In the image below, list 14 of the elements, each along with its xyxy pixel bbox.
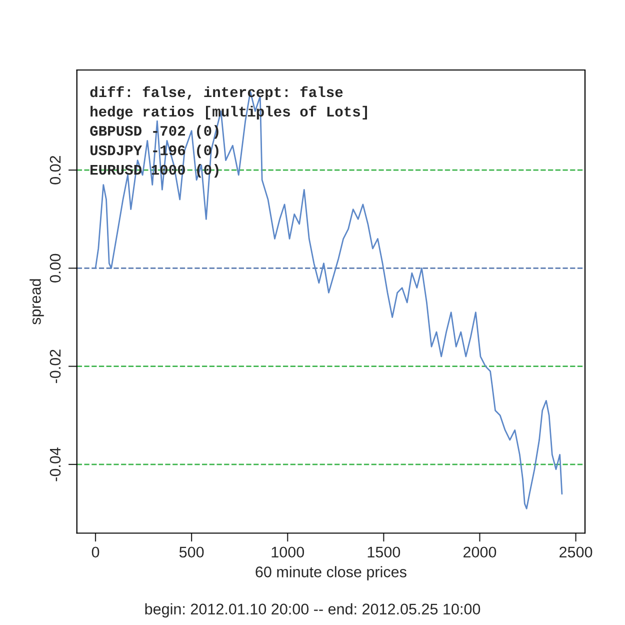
y-tick-label: 0.00 [50,254,61,282]
text: begin: 2012.01.10 20:00 -- end: 2012.05.25 10:00 [145,603,480,618]
y-axis-title: spread [30,279,44,324]
x-tick-label: 1000 [272,546,304,558]
x-tick-label: 1500 [368,546,400,558]
y-tick-label: -0.02 [50,350,61,384]
annotation: diff: false, intercept: false [90,86,343,100]
x-tick-label: 2500 [560,546,592,558]
x-tick-label: 2000 [464,546,496,558]
x-tick-label: 0 [92,546,100,558]
x-tick-label: 500 [179,546,204,558]
y-tick-label: -0.04 [50,447,61,482]
y-tick-label: 0.02 [50,156,61,184]
x-axis-title: 60 minute close prices [256,566,406,580]
